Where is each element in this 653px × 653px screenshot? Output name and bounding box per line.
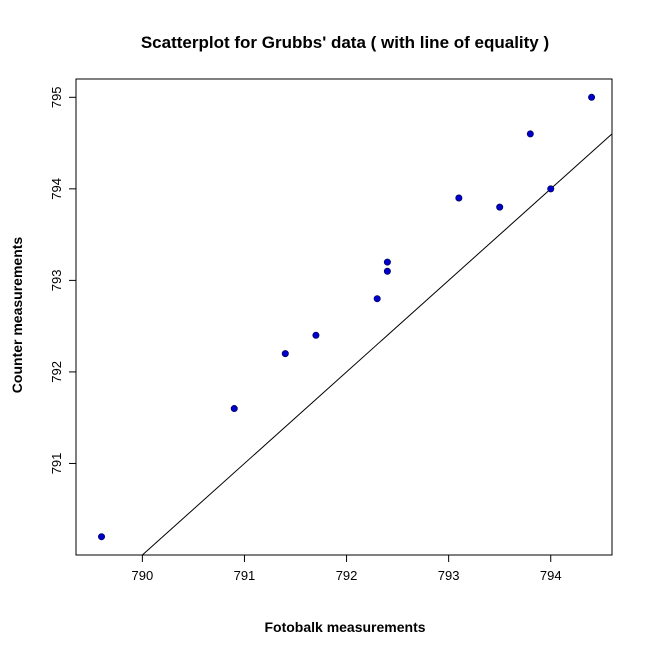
x-tick-label: 794 <box>540 568 562 583</box>
y-tick-label: 792 <box>49 361 64 383</box>
data-point-0 <box>98 533 106 541</box>
y-tick-label: 794 <box>49 178 64 200</box>
y-tick-label: 793 <box>49 270 64 292</box>
line-of-equality-layer <box>142 133 613 556</box>
y-axis: 791 792 793 794 795 <box>49 86 76 474</box>
x-axis: 790 791 792 793 794 <box>132 555 562 583</box>
data-point-7 <box>455 194 463 202</box>
points-layer <box>98 93 596 541</box>
y-tick-label: 795 <box>49 86 64 108</box>
data-point-4 <box>373 295 381 303</box>
x-tick-label: 790 <box>132 568 154 583</box>
data-point-10 <box>547 185 555 193</box>
data-point-6 <box>383 258 391 266</box>
data-point-8 <box>496 203 504 211</box>
data-point-9 <box>526 130 534 138</box>
data-point-11 <box>588 93 596 101</box>
data-point-1 <box>230 405 238 413</box>
plot-frame <box>75 78 613 556</box>
y-axis-label: Counter measurements <box>9 237 25 394</box>
y-tick-label: 791 <box>49 453 64 475</box>
data-point-5 <box>383 267 391 275</box>
line-of-equality <box>142 133 613 556</box>
chart-title: Scatterplot for Grubbs' data ( with line… <box>141 33 549 52</box>
x-tick-label: 792 <box>336 568 358 583</box>
x-axis-label: Fotobalk measurements <box>264 619 425 635</box>
x-tick-label: 791 <box>234 568 256 583</box>
data-point-2 <box>281 350 289 358</box>
x-tick-label: 793 <box>438 568 460 583</box>
data-point-3 <box>312 331 320 339</box>
